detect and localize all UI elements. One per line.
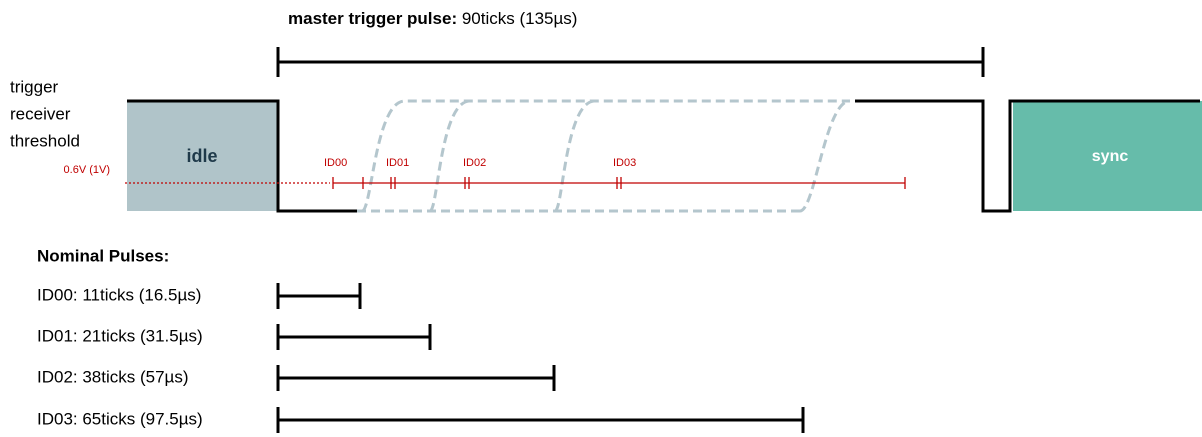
title: master trigger pulse: 90ticks (135µs) [288, 9, 577, 28]
threshold-label: receiver [10, 104, 71, 123]
pulse-bracket [276, 283, 362, 309]
pulse-label: ID03: 65ticks (97.5µs) [37, 409, 203, 428]
pulse-label: ID01: 21ticks (31.5µs) [37, 326, 203, 345]
title-bold: master trigger pulse: [288, 9, 457, 28]
threshold-label: threshold [10, 131, 80, 150]
pulse-bracket [276, 324, 432, 350]
sync-box [1013, 101, 1202, 211]
signal [127, 99, 1200, 213]
threshold-label: trigger [10, 77, 59, 96]
pulse-bracket [276, 365, 556, 391]
idle-box [127, 101, 278, 211]
id-label: ID01 [386, 157, 409, 169]
title-rest: 90ticks (135µs) [457, 9, 577, 28]
threshold-value: 0.6V (1V) [64, 164, 110, 176]
nominal-title: Nominal Pulses: [37, 246, 169, 265]
id-label: ID02 [463, 157, 486, 169]
variable-pulses [357, 99, 851, 213]
pulse-label: ID00: 11ticks (16.5µs) [37, 285, 201, 304]
pulse-label: ID02: 38ticks (57µs) [37, 367, 189, 386]
id-windows [332, 177, 906, 189]
id-label: ID03 [613, 157, 636, 169]
master-bracket [276, 47, 985, 77]
pulse-bracket [276, 407, 805, 433]
sync-label: sync [1092, 148, 1129, 165]
id-label: ID00 [324, 157, 347, 169]
idle-label: idle [186, 146, 217, 166]
